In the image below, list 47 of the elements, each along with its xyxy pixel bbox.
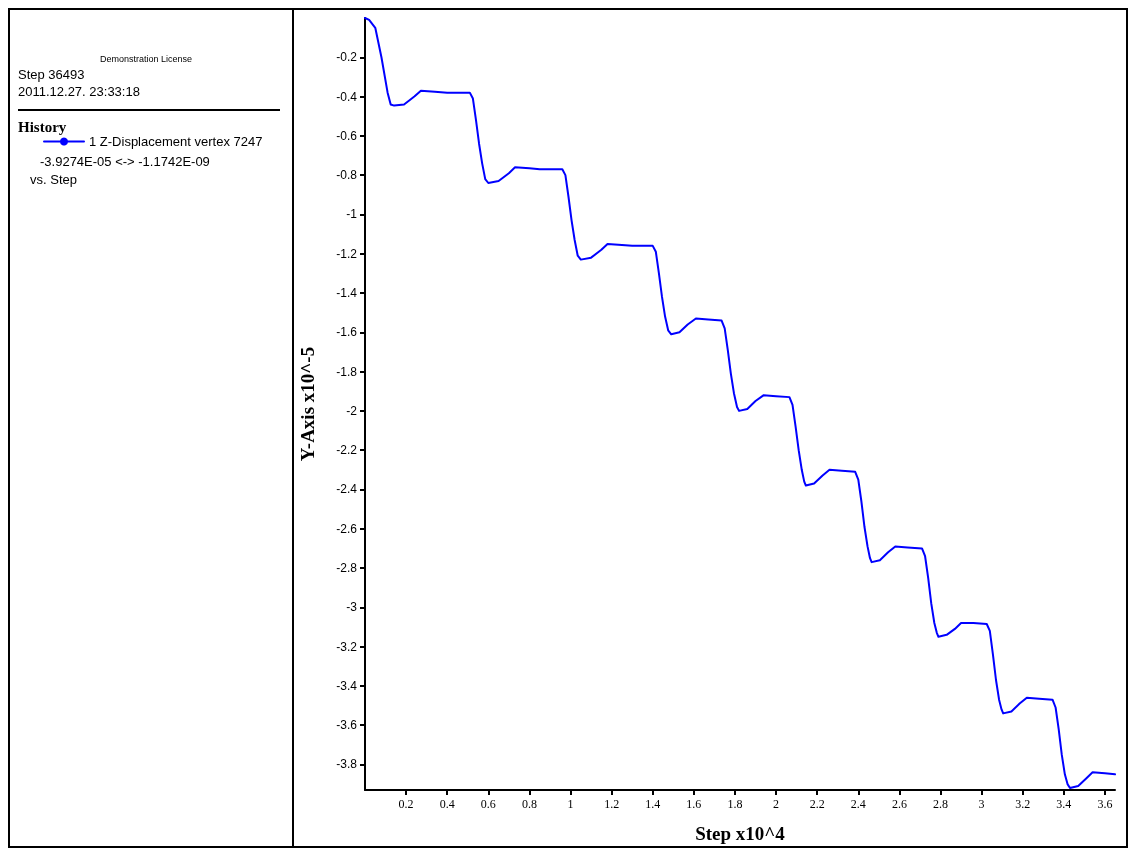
x-axis-title: Step x10^4 — [695, 823, 786, 844]
y-tick-label: -3.2 — [336, 639, 358, 654]
y-tick-label: -3 — [346, 600, 358, 615]
x-tick-label: 1 — [567, 797, 574, 811]
x-tick-label: 1.6 — [686, 797, 702, 811]
text: Step 36493 — [18, 67, 85, 82]
y-tick-label: -2.2 — [336, 443, 358, 458]
x-tick-label: 2.4 — [850, 797, 866, 811]
x-tick-label: 1.2 — [604, 797, 620, 811]
x-tick-label: 1.8 — [727, 797, 743, 811]
y-tick-label: -2.6 — [336, 521, 358, 536]
text: -3.9274E-05 <-> -1.1742E-09 — [40, 154, 210, 169]
y-tick-label: -3.6 — [336, 718, 358, 733]
y-tick-label: -1.4 — [336, 286, 358, 301]
y-tick-label: -2.4 — [336, 482, 358, 497]
y-tick-label: -0.6 — [336, 128, 358, 143]
text: vs. Step — [30, 172, 77, 187]
y-tick-label: -2.8 — [336, 561, 358, 576]
x-tick-label: 2.2 — [809, 797, 825, 811]
line-series — [364, 17, 1116, 790]
y-tick-label: -1.8 — [336, 364, 358, 379]
y-tick-label: -3.4 — [336, 678, 358, 693]
y-axis-title: Y-Axis x10^-5 — [297, 346, 318, 462]
y-tick-label: -1.6 — [336, 325, 358, 340]
y-tick-label: -0.8 — [336, 168, 358, 183]
y-tick-label: -2 — [346, 403, 358, 418]
text: 2011.12.27. 23:33:18 — [18, 84, 140, 99]
x-tick-label: 3.4 — [1056, 797, 1072, 811]
x-tick-label: 2.8 — [933, 797, 948, 811]
y-tick-label: -1.2 — [336, 246, 358, 261]
x-tick-label: 3 — [978, 797, 985, 811]
legend-title: History — [18, 118, 67, 135]
y-tick-label: -0.2 — [336, 50, 358, 65]
legend-label: 1 Z-Displacement vertex 7247 — [89, 134, 263, 149]
y-tick-label: -0.4 — [336, 89, 358, 104]
x-tick-label: 1.4 — [645, 797, 661, 811]
text: Demonstration License — [100, 53, 193, 64]
x-tick-label: 2.6 — [891, 797, 907, 811]
x-tick-label: 2 — [773, 797, 780, 811]
y-tick-label: -1 — [346, 207, 358, 222]
x-tick-label: 3.6 — [1097, 797, 1113, 811]
x-tick-label: 0.8 — [521, 797, 537, 811]
x-tick-label: 3.2 — [1015, 797, 1031, 811]
x-tick-label: 0.4 — [439, 797, 455, 811]
y-tick-label: -3.8 — [336, 757, 358, 772]
x-tick-label: 0.2 — [398, 797, 414, 811]
x-tick-label: 0.6 — [480, 797, 496, 811]
